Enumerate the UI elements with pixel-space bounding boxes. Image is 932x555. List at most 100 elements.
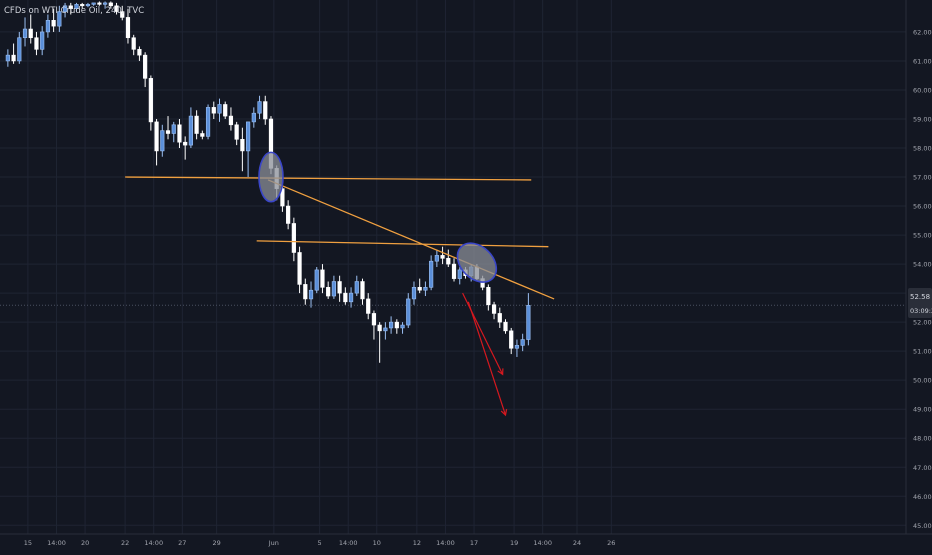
candle-body [434, 255, 439, 262]
candle-body [205, 107, 211, 137]
candle-body [503, 321, 508, 332]
price-tick-label: 50.00 [913, 377, 932, 385]
price-tick-label: 56.00 [913, 203, 932, 211]
candle-body [154, 121, 159, 152]
candle-body [486, 287, 491, 306]
candle-body [234, 124, 239, 140]
candle-body [22, 28, 28, 39]
candle-body [314, 269, 319, 291]
price-tick-label: 58.00 [913, 145, 932, 153]
candle-body [57, 11, 62, 27]
candle-body [137, 49, 142, 56]
time-tick-label: 10 [373, 539, 381, 547]
candle-body [520, 339, 525, 346]
price-tick-label: 59.00 [913, 115, 932, 123]
candle-body [68, 5, 73, 10]
projection-arrow-line [462, 292, 504, 375]
time-tick-label: 20 [81, 539, 89, 547]
time-tick-label: 19 [510, 539, 518, 547]
candle-body [388, 321, 394, 329]
candle-body [108, 2, 113, 7]
time-tick-label: 5 [318, 539, 322, 547]
candle-body [160, 130, 165, 152]
highlight-ellipse [258, 151, 284, 203]
candle-body [491, 304, 497, 314]
candle-body [377, 324, 382, 332]
candle-body [331, 281, 337, 297]
horizontal-level-line [256, 240, 549, 248]
price-tick-label: 61.00 [913, 57, 932, 65]
candle-body [40, 31, 45, 50]
candle-body [103, 2, 108, 5]
time-tick-label: 14:00 [533, 539, 552, 547]
candle-body [120, 11, 125, 18]
projection-arrow-head [500, 409, 508, 417]
time-tick-label: 26 [607, 539, 615, 547]
price-tick-label: 46.00 [913, 493, 932, 501]
candle-body [303, 284, 308, 300]
chart-title: CFDs on WTI Crude Oil, 240, TVC [4, 6, 144, 16]
candle-body [354, 281, 359, 294]
time-tick-label: 17 [470, 539, 478, 547]
time-tick-label: 27 [178, 539, 186, 547]
candle-body [326, 287, 331, 297]
candle-body [45, 20, 50, 33]
price-tick-label: 47.00 [913, 464, 932, 472]
time-tick-label: 12 [413, 539, 421, 547]
candle-body [497, 313, 502, 323]
candle-body [371, 313, 377, 326]
price-tag-box [908, 288, 932, 318]
candle-body [411, 287, 417, 300]
candle-body [394, 321, 399, 329]
candle-body [171, 124, 176, 134]
candle-body [143, 54, 148, 79]
candle-body [366, 298, 371, 314]
drawings[interactable] [125, 151, 555, 417]
candle-body [514, 345, 520, 349]
candle-body [183, 141, 188, 146]
candle-body [228, 115, 234, 126]
candle-body [320, 269, 325, 288]
candle-body [383, 327, 388, 332]
candle-body [417, 287, 422, 291]
price-tick-label: 49.00 [913, 406, 932, 414]
candle-body [308, 289, 314, 300]
candle-body [62, 5, 68, 12]
time-tick-label: 14:00 [436, 539, 455, 547]
candle-body [423, 287, 428, 291]
price-tick-label: 45.00 [913, 522, 932, 530]
price-tag-value: 52.58 [910, 293, 930, 301]
candle-body [34, 37, 39, 50]
candle-body [188, 115, 194, 146]
candle-body [165, 130, 171, 134]
candle-body [360, 281, 365, 300]
candle-body [348, 292, 354, 303]
candle-body [51, 20, 56, 27]
candle-body [223, 104, 228, 117]
candle-body [400, 324, 405, 329]
time-tick-label: 14:00 [144, 539, 163, 547]
candle-body [451, 263, 457, 279]
candle-body [257, 101, 262, 114]
candle-body [286, 205, 291, 224]
candle-body [440, 255, 445, 259]
candle-body [148, 78, 153, 123]
price-tick-label: 55.00 [913, 232, 932, 240]
candle-body [114, 5, 119, 12]
time-axis[interactable]: 15 14:00 20 22 14:00 27 29 Jun 5 14:00 10 12 14:00 17… [24, 539, 616, 547]
candle-body [211, 107, 216, 114]
candle-body [17, 37, 22, 62]
projection-arrow-head [497, 368, 504, 376]
candle-body [28, 28, 33, 39]
price-tick-label: 62.00 [913, 28, 932, 36]
candle-body [457, 269, 462, 279]
price-tag-countdown: 03:09:32 [910, 307, 932, 315]
candle-body [80, 4, 85, 7]
candle-body [97, 2, 102, 5]
time-tick-label: 14:00 [47, 539, 66, 547]
price-tick-label: 57.00 [913, 174, 932, 182]
candle-body [11, 54, 16, 62]
current-price-tag: 52.58 03:09:32 [908, 288, 932, 318]
